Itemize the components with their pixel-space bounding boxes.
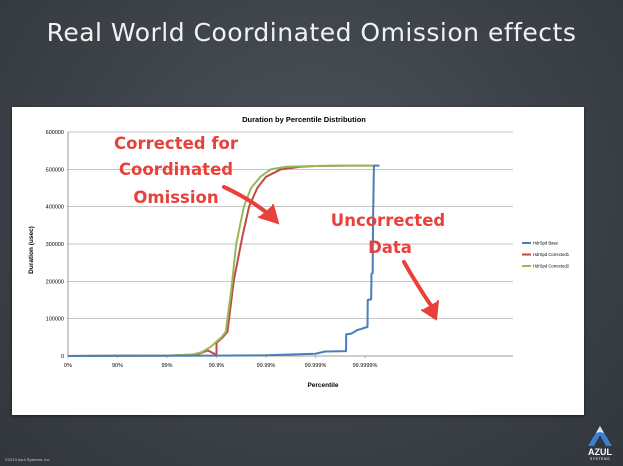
legend-label: HdrSpd Corrected2	[533, 264, 570, 269]
legend-label: HdrSpd Corrected1	[533, 252, 570, 257]
series-layer	[67, 164, 380, 357]
series-line-3	[67, 164, 374, 357]
annotation-uncorrected-line2: Data	[368, 238, 412, 257]
logo-subtext: SYSTEMS	[589, 457, 611, 461]
x-tick-label: 99.999%	[305, 363, 327, 369]
annotation-corrected-line1: Corrected for	[114, 134, 239, 153]
x-tick-label: 0%	[64, 363, 72, 369]
annotation-corrected-line3: Omission	[133, 188, 218, 207]
annotation-uncorrected: Uncorrected Data	[331, 211, 445, 257]
x-axis-label: Percentile	[307, 382, 338, 389]
axis-layer: 0 100000 200000 300000 400000 500000 600000 0% 9…	[46, 130, 378, 369]
slide-title: Real World Coordinated Omission effects	[46, 18, 577, 47]
series-line-1	[67, 164, 380, 357]
x-tick-label: 99%	[161, 363, 172, 369]
y-tick-label: 0	[61, 354, 64, 360]
x-tick-label: 99.9%	[209, 363, 225, 369]
x-tick-label: 99.99%	[257, 363, 276, 369]
y-tick-label: 400000	[46, 205, 64, 211]
legend: HdrSpd Base HdrSpd Corrected1 HdrSpd Corre…	[522, 241, 570, 269]
annotation-uncorrected-line1: Uncorrected	[331, 211, 445, 230]
grid-layer	[68, 131, 513, 357]
y-tick-label: 300000	[46, 242, 64, 248]
arrow-corrected	[222, 185, 280, 225]
y-tick-label: 100000	[46, 317, 64, 323]
annotation-corrected: Corrected for Coordinated Omission	[114, 134, 239, 207]
y-axis-label: Duration (usec)	[28, 226, 35, 274]
x-tick-label: 90%	[112, 363, 123, 369]
azul-logo: AZUL SYSTEMS	[582, 424, 618, 464]
annotation-corrected-line2: Coordinated	[119, 160, 233, 179]
y-tick-label: 500000	[46, 167, 64, 173]
y-tick-label: 600000	[46, 130, 64, 136]
copyright-footer: ©2013 Azul Systems, Inc.	[5, 457, 51, 462]
arrow-uncorrected	[402, 260, 439, 321]
chart-title: Duration by Percentile Distribution	[242, 115, 366, 124]
logo-text: AZUL	[588, 447, 612, 457]
x-tick-label: 99.9999%	[353, 363, 378, 369]
series-line-2	[67, 164, 374, 357]
chart-panel: Duration by Percentile Distribution 0 100…	[12, 107, 584, 415]
azul-logo-icon	[588, 426, 612, 446]
legend-label: HdrSpd Base	[533, 241, 559, 246]
y-tick-label: 200000	[46, 279, 64, 285]
chart-svg: Duration by Percentile Distribution 0 100…	[28, 115, 570, 389]
